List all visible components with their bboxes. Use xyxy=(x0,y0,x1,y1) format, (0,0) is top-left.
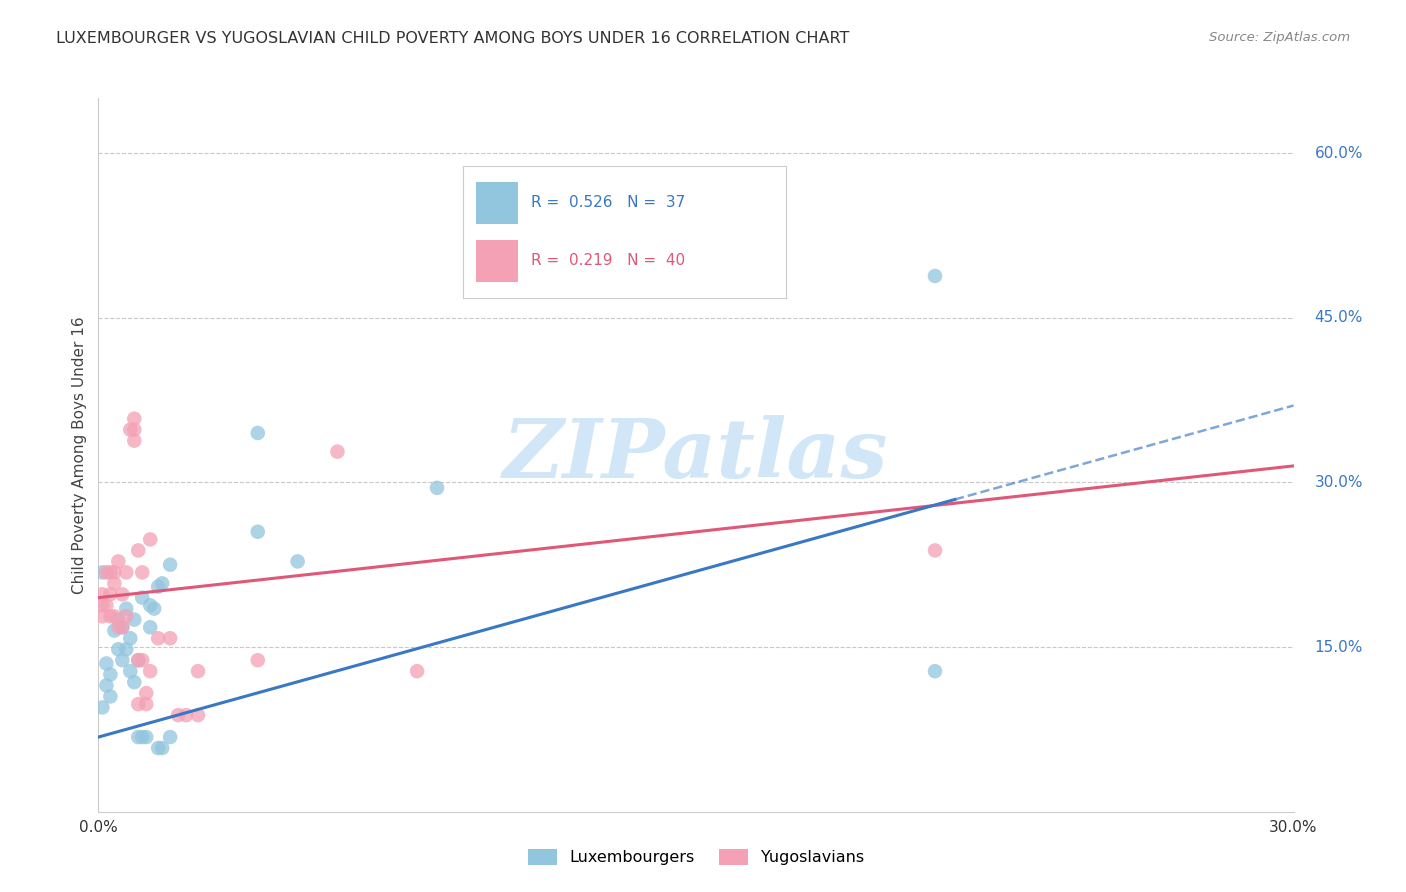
Point xyxy=(150,741,173,756)
Point xyxy=(426,481,449,495)
Point xyxy=(924,543,946,558)
Text: ZIPatlas: ZIPatlas xyxy=(503,415,889,495)
Point xyxy=(924,268,946,283)
Point xyxy=(246,524,269,539)
Point xyxy=(139,533,162,547)
Point xyxy=(135,686,157,700)
Point xyxy=(127,653,149,667)
Point xyxy=(115,566,138,580)
Text: Source: ZipAtlas.com: Source: ZipAtlas.com xyxy=(1209,31,1350,45)
Point xyxy=(103,576,125,591)
Point xyxy=(127,730,149,744)
Point xyxy=(111,653,134,667)
Point xyxy=(111,620,134,634)
Point xyxy=(91,599,114,613)
Point xyxy=(127,653,149,667)
Point xyxy=(98,587,122,601)
Point xyxy=(131,653,153,667)
Point xyxy=(174,708,197,723)
Point xyxy=(91,609,114,624)
Point xyxy=(98,609,122,624)
Point xyxy=(131,730,153,744)
Point xyxy=(326,444,349,458)
Point xyxy=(148,580,170,594)
Point xyxy=(91,587,114,601)
Point xyxy=(98,566,122,580)
Point xyxy=(120,423,142,437)
Point xyxy=(127,697,149,711)
Point xyxy=(96,678,118,692)
Text: 30.0%: 30.0% xyxy=(1315,475,1362,490)
Point xyxy=(246,653,269,667)
Point xyxy=(167,708,190,723)
Point xyxy=(111,620,134,634)
Point xyxy=(406,664,429,678)
Point xyxy=(107,620,129,634)
Point xyxy=(98,667,122,681)
Point xyxy=(159,558,181,572)
Point xyxy=(159,632,181,646)
Point xyxy=(115,642,138,657)
Point xyxy=(107,613,129,627)
Point xyxy=(924,664,946,678)
Point xyxy=(103,609,125,624)
Point xyxy=(127,543,149,558)
Point xyxy=(124,675,146,690)
Point xyxy=(139,664,162,678)
Point xyxy=(96,599,118,613)
Point xyxy=(120,664,142,678)
Point xyxy=(135,730,157,744)
Text: 45.0%: 45.0% xyxy=(1315,310,1362,326)
Point xyxy=(187,664,209,678)
Point xyxy=(131,566,153,580)
Point xyxy=(96,566,118,580)
Point xyxy=(159,730,181,744)
Point xyxy=(115,609,138,624)
Point xyxy=(103,624,125,638)
Point xyxy=(124,411,146,425)
Point xyxy=(139,620,162,634)
Point xyxy=(287,554,309,568)
Point xyxy=(103,566,125,580)
Text: 60.0%: 60.0% xyxy=(1315,145,1362,161)
Point xyxy=(91,700,114,714)
Point xyxy=(131,591,153,605)
Point xyxy=(115,601,138,615)
Point xyxy=(124,613,146,627)
Text: 15.0%: 15.0% xyxy=(1315,640,1362,655)
Point xyxy=(148,632,170,646)
Point xyxy=(124,423,146,437)
Point xyxy=(148,741,170,756)
Y-axis label: Child Poverty Among Boys Under 16: Child Poverty Among Boys Under 16 xyxy=(72,316,87,594)
Point xyxy=(111,587,134,601)
Point xyxy=(139,599,162,613)
Point xyxy=(143,601,166,615)
Point xyxy=(246,425,269,440)
Point xyxy=(98,690,122,704)
Legend: Luxembourgers, Yugoslavians: Luxembourgers, Yugoslavians xyxy=(522,842,870,871)
Point xyxy=(107,554,129,568)
Point xyxy=(187,708,209,723)
Point xyxy=(120,632,142,646)
Point xyxy=(91,566,114,580)
Point xyxy=(150,576,173,591)
Text: LUXEMBOURGER VS YUGOSLAVIAN CHILD POVERTY AMONG BOYS UNDER 16 CORRELATION CHART: LUXEMBOURGER VS YUGOSLAVIAN CHILD POVERT… xyxy=(56,31,849,46)
Point xyxy=(124,434,146,448)
Point xyxy=(96,657,118,671)
Point xyxy=(135,697,157,711)
Point xyxy=(107,642,129,657)
